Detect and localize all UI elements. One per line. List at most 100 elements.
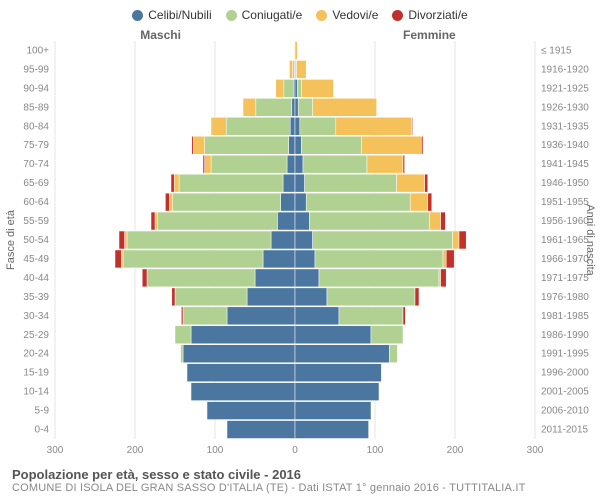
bar-male: [181, 345, 183, 363]
bar-female: [313, 98, 377, 116]
birth-label: 1996-2000: [541, 368, 589, 379]
legend-label-married: Coniugati/e: [242, 8, 303, 22]
bar-female: [410, 193, 428, 211]
bar-male: [193, 136, 204, 154]
birth-label: 1941-1945: [541, 159, 589, 170]
bar-male: [115, 250, 121, 268]
bar-female: [295, 193, 306, 211]
bar-male: [247, 288, 295, 306]
bar-female: [295, 345, 389, 363]
birth-label: 1921-1925: [541, 83, 589, 94]
bar-female: [295, 117, 300, 135]
age-label: 5-9: [35, 406, 50, 417]
x-tick: 300: [527, 445, 544, 456]
age-label: 15-19: [23, 368, 49, 379]
bar-female: [459, 231, 466, 249]
legend-item-divorced: Divorziati/e: [392, 8, 467, 22]
birth-label: 1956-1960: [541, 216, 589, 227]
bar-male: [227, 307, 295, 325]
bar-female: [298, 98, 312, 116]
x-tick: 0: [292, 445, 298, 456]
birth-label: 1986-1990: [541, 330, 589, 341]
bar-male: [276, 79, 284, 97]
bar-female: [415, 288, 419, 306]
bar-male: [155, 212, 157, 230]
bar-male: [212, 117, 226, 135]
bar-female: [441, 212, 446, 230]
x-tick: 200: [127, 445, 144, 456]
bar-female: [339, 307, 403, 325]
birth-label: 2011-2015: [541, 425, 589, 436]
bar-male: [172, 288, 175, 306]
chart-footer: Popolazione per età, sesso e stato civil…: [12, 467, 526, 494]
bar-male: [289, 136, 295, 154]
chart-container: Celibi/Nubili Coniugati/e Vedovi/e Divor…: [0, 0, 600, 500]
age-label: 30-34: [23, 311, 49, 322]
bar-female: [295, 421, 369, 439]
bar-female: [295, 174, 305, 192]
bar-male: [211, 155, 287, 173]
bar-male: [119, 231, 125, 249]
legend-item-widowed: Vedovi/e: [316, 8, 378, 22]
bar-male: [292, 98, 295, 116]
bar-male: [290, 117, 295, 135]
x-tick: 200: [447, 445, 464, 456]
bar-female: [295, 250, 315, 268]
bar-male: [227, 421, 295, 439]
bar-male: [179, 174, 283, 192]
bar-male: [256, 98, 292, 116]
age-label: 40-44: [23, 273, 49, 284]
bar-male: [157, 212, 277, 230]
bar-female: [300, 117, 336, 135]
age-label: 60-64: [23, 197, 49, 208]
header-male: Maschi: [140, 28, 181, 42]
y-right-title: Anni di nascita: [584, 204, 596, 276]
bar-female: [453, 231, 459, 249]
age-label: 20-24: [23, 349, 49, 360]
age-label: 100+: [26, 45, 49, 56]
legend-swatch-married: [226, 10, 237, 21]
bar-male: [127, 231, 271, 249]
header-female: Femmine: [403, 28, 456, 42]
bar-female: [295, 383, 379, 401]
bar-male: [125, 231, 127, 249]
bar-male: [181, 307, 183, 325]
bar-male: [169, 193, 172, 211]
bar-female: [428, 193, 432, 211]
age-label: 50-54: [23, 235, 49, 246]
age-label: 80-84: [23, 121, 49, 132]
bar-male: [191, 326, 295, 344]
bar-male: [142, 269, 147, 287]
bar-female: [295, 155, 303, 173]
bar-male: [207, 402, 295, 420]
bar-male: [271, 231, 295, 249]
bar-female: [319, 269, 439, 287]
bar-male: [174, 174, 179, 192]
bar-male: [243, 98, 256, 116]
bar-female: [313, 231, 453, 249]
age-label: 55-59: [23, 216, 49, 227]
bar-male: [283, 174, 295, 192]
bar-female: [403, 155, 405, 173]
age-label: 45-49: [23, 254, 49, 265]
legend-swatch-widowed: [316, 10, 327, 21]
bar-male: [226, 117, 290, 135]
bar-female: [429, 212, 440, 230]
legend-swatch-divorced: [392, 10, 403, 21]
bar-female: [367, 155, 403, 173]
bar-male: [175, 326, 191, 344]
bar-male: [183, 345, 295, 363]
bar-male: [203, 155, 205, 173]
bar-female: [295, 42, 297, 60]
bar-female: [412, 117, 413, 135]
bar-male: [175, 288, 247, 306]
bar-female: [295, 402, 371, 420]
bar-female: [297, 79, 301, 97]
bar-female: [441, 269, 447, 287]
birth-label: 1971-1975: [541, 273, 589, 284]
birth-label: 1916-1920: [541, 64, 589, 75]
legend-swatch-single: [132, 10, 143, 21]
bar-male: [151, 212, 155, 230]
birth-label: ≤ 1915: [541, 45, 572, 56]
y-left-title: Fasce di età: [5, 209, 17, 270]
